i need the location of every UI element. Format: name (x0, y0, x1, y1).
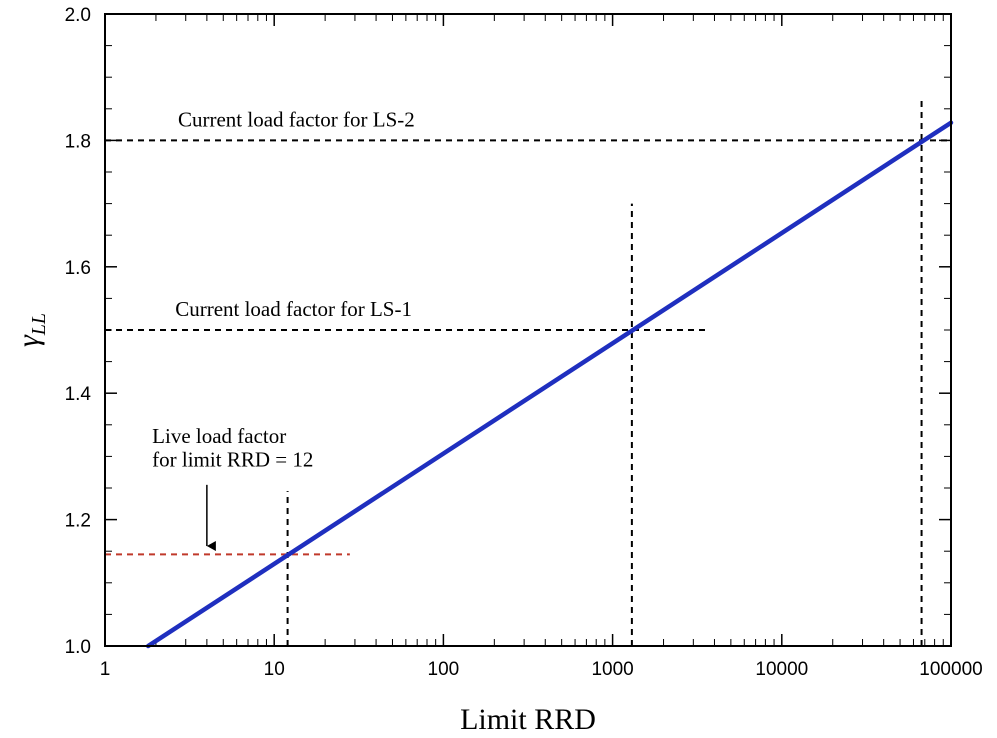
annotations: Current load factor for LS-2 Current load… (152, 107, 415, 552)
annotation-text: Current load factor for LS-1 (175, 297, 412, 321)
plot-frame (104, 13, 952, 647)
x-tick-label: 10000 (755, 659, 808, 680)
y-axis-title-subscript: LL (28, 313, 50, 336)
annotation-text: for limit RRD = 12 (152, 448, 313, 472)
y-tick-label: 1.8 (65, 131, 91, 152)
annotation-text: Current load factor for LS-2 (178, 107, 415, 131)
x-axis-title: Limit RRD (460, 703, 596, 736)
y-tick-label: 1.0 (65, 637, 91, 658)
reference-lines (105, 99, 951, 646)
series (145, 120, 954, 649)
y-axis-title-symbol: γ (12, 334, 45, 347)
tick-labels: 1 10 100 1000 10000 100000 1.0 1.2 1.4 1.6 1.8 2.0 (65, 5, 983, 680)
x-tick-label: 1 (100, 659, 111, 680)
y-tick-label: 2.0 (65, 5, 91, 26)
x-tick-label: 1000 (591, 659, 633, 680)
y-tick-label: 1.4 (65, 384, 92, 405)
x-tick-label: 100000 (919, 659, 982, 680)
y-tick-label: 1.2 (65, 511, 91, 532)
series-line (145, 120, 954, 649)
annotation-text: Live load factor (152, 424, 286, 448)
y-axis-title: γLL (12, 313, 50, 347)
y-tick-label: 1.6 (65, 258, 91, 279)
x-tick-label: 10 (264, 659, 285, 680)
x-tick-label: 100 (428, 659, 460, 680)
minor-ticks (105, 14, 951, 646)
